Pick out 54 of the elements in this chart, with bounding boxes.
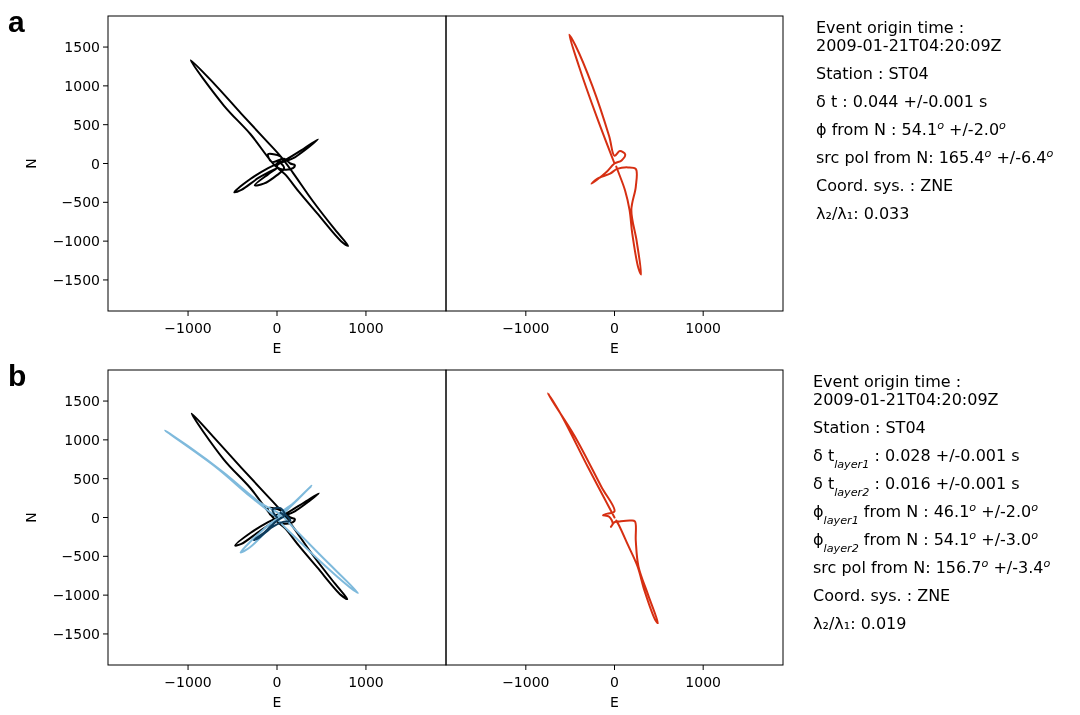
x-axis-title: E xyxy=(610,340,619,356)
y-tick-label: 1500 xyxy=(64,39,100,56)
chart-title: a xyxy=(8,5,25,38)
y-tick-label: −1000 xyxy=(52,587,100,604)
x-tick-label: 0 xyxy=(610,674,619,690)
line-series xyxy=(163,429,359,594)
text: λ₂/λ₁: 0.019 xyxy=(813,614,907,633)
text: src pol from N: 156.7$^{o}$ +/-3.4$^{o}$ xyxy=(813,556,1051,577)
y-tick-label: −1500 xyxy=(52,271,100,288)
line-series xyxy=(190,412,349,601)
text: λ₂/λ₁: 0.033 xyxy=(816,204,910,223)
x-tick-label: −1000 xyxy=(502,320,550,336)
text: Coord. sys. : ZNE xyxy=(813,586,951,605)
x-tick-label: 1000 xyxy=(685,674,721,690)
text: ϕ$_{layer2}$ from N : 54.1$^{o}$ +/-3.0$^{o}$ xyxy=(813,528,1039,555)
x-tick-label: 0 xyxy=(272,674,282,690)
y-axis-title: N xyxy=(23,512,39,523)
text: Station : ST04 xyxy=(816,64,929,83)
text: Station : ST04 xyxy=(813,418,926,437)
x-tick-label: −1000 xyxy=(502,674,550,690)
text: Event origin time : 2009-01-21T04:20:09Z xyxy=(816,18,1002,55)
x-tick-label: 0 xyxy=(610,320,619,336)
x-tick-label: 1000 xyxy=(685,320,721,336)
y-tick-label: −500 xyxy=(61,194,100,211)
text: src pol from N: 165.4$^{o}$ +/-6.4$^{o}$ xyxy=(816,146,1054,167)
y-tick-label: 1000 xyxy=(64,77,100,94)
text: Coord. sys. : ZNE xyxy=(816,176,954,195)
y-axis-title: N xyxy=(23,158,39,169)
x-axis-title: E xyxy=(272,694,282,710)
text: δ t$_{layer1}$ : 0.028 +/-0.001 s xyxy=(813,446,1020,471)
line-series xyxy=(252,506,292,542)
x-axis-title: E xyxy=(610,694,619,710)
y-tick-label: −500 xyxy=(61,548,100,565)
text: ϕ$_{layer1}$ from N : 46.1$^{o}$ +/-2.0$^{o}$ xyxy=(813,500,1039,527)
y-tick-label: 1000 xyxy=(64,431,100,448)
x-tick-label: 1000 xyxy=(348,320,384,336)
text: ϕ from N : 54.1$^{o}$ +/-2.0$^{o}$ xyxy=(816,118,1007,139)
line-series xyxy=(189,59,350,247)
x-axis-title: E xyxy=(272,340,282,356)
y-tick-label: −1000 xyxy=(52,233,100,250)
y-tick-label: 500 xyxy=(73,470,100,487)
text: δ t : 0.044 +/-0.001 s xyxy=(816,92,988,111)
chart-title: b xyxy=(8,359,27,392)
y-tick-label: 0 xyxy=(91,155,100,172)
y-tick-label: 1500 xyxy=(64,393,100,410)
y-tick-label: 0 xyxy=(91,509,100,526)
x-tick-label: 0 xyxy=(272,320,282,336)
x-tick-label: −1000 xyxy=(164,320,212,336)
text: Event origin time : 2009-01-21T04:20:09Z xyxy=(813,372,999,409)
y-tick-label: 500 xyxy=(73,116,100,133)
text: δ t$_{layer2}$ : 0.016 +/-0.001 s xyxy=(813,474,1020,499)
y-tick-label: −1500 xyxy=(52,625,100,642)
x-tick-label: 1000 xyxy=(348,674,384,690)
x-tick-label: −1000 xyxy=(164,674,212,690)
